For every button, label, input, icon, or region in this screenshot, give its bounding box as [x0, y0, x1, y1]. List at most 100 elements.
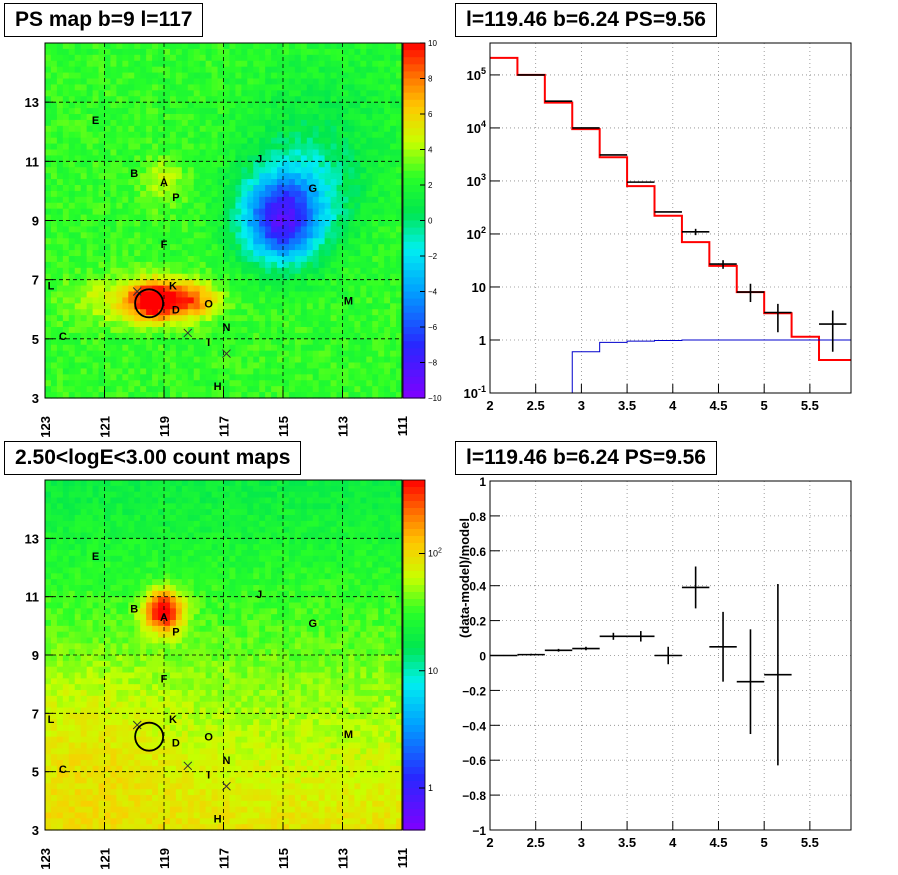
residual-x-tick-label: 5	[761, 835, 768, 850]
ps_map-heatmap	[44, 42, 403, 399]
source-label: P	[172, 627, 179, 639]
residual-x-tick-label: 3.5	[618, 835, 636, 850]
colorbar-tick-label: 4	[428, 146, 433, 155]
map-x-tick-label: 123	[38, 848, 53, 870]
spectrum-x-tick-label: 2.5	[527, 398, 545, 413]
spectrum-x-tick-label: 3.5	[618, 398, 636, 413]
background-curve	[490, 339, 851, 394]
residual-x-tick-label: 2	[486, 835, 493, 850]
ps-map-title: PS map b=9 l=117	[4, 3, 204, 37]
source-label: N	[222, 322, 230, 334]
source-label: M	[344, 295, 353, 307]
spectrum-y-tick-label: 10-1	[464, 384, 486, 401]
source-label: C	[59, 764, 67, 776]
source-cross-marker	[222, 781, 231, 791]
residual-y-tick-label: −0.8	[462, 789, 486, 803]
residual-title: l=119.46 b=6.24 PS=9.56	[455, 441, 717, 475]
map-y-tick-label: 5	[32, 765, 39, 780]
spectrum-x-tick-label: 5.5	[801, 398, 819, 413]
source-label: G	[308, 618, 317, 630]
source-label: I	[207, 770, 210, 782]
map-x-tick-label: 111	[395, 848, 410, 868]
spectrum-x-tick-label: 4	[669, 398, 677, 413]
residual-y-tick-label: −0.4	[462, 719, 486, 733]
colorbar-tick-label: −8	[428, 359, 438, 368]
residual-y-tick-label: −0.2	[462, 684, 486, 698]
colorbar-tick-label: 2	[428, 181, 433, 190]
colorbar-tick-label: −4	[428, 288, 438, 297]
map-x-tick-label: 115	[276, 848, 291, 869]
colorbar-tick-label: 8	[428, 75, 433, 84]
roi-circle	[134, 288, 165, 319]
map-y-tick-label: 7	[32, 706, 39, 721]
map-y-tick-label: 9	[32, 648, 39, 663]
source-label: C	[59, 331, 67, 343]
map-y-tick-label: 9	[32, 214, 39, 229]
source-label: K	[169, 714, 177, 726]
source-label: D	[172, 304, 180, 316]
spectrum-y-tick-label: 102	[467, 225, 486, 242]
source-label: O	[204, 298, 213, 310]
roi-circle	[134, 721, 165, 752]
residual-x-tick-label: 5.5	[801, 835, 819, 850]
residual-y-tick-label: 1	[479, 475, 486, 489]
source-cross-marker	[132, 720, 142, 730]
map-x-tick-label: 117	[217, 848, 232, 869]
map-y-tick-label: 13	[25, 95, 39, 110]
residual-y-tick-label: 0.6	[469, 545, 486, 559]
source-cross-marker	[183, 328, 193, 338]
colorbar-tick-label: −6	[428, 323, 438, 332]
source-label: L	[48, 281, 55, 293]
source-label: A	[160, 612, 168, 624]
spectrum-y-tick-label: 1	[479, 333, 486, 348]
source-cross-marker	[183, 761, 193, 771]
source-label: N	[222, 755, 230, 767]
source-label: P	[172, 192, 179, 204]
residual-x-tick-label: 3	[578, 835, 585, 850]
map-x-tick-label: 119	[157, 848, 172, 869]
map-y-tick-label: 13	[25, 531, 39, 546]
map-y-tick-label: 3	[32, 823, 39, 838]
spectrum-x-tick-label: 3	[578, 398, 585, 413]
spectrum-x-tick-label: 4.5	[709, 398, 727, 413]
colorbar-tick-label: −10	[428, 394, 442, 403]
source-label: I	[207, 337, 210, 349]
spectrum-x-tick-label: 2	[486, 398, 493, 413]
map-x-tick-label: 121	[98, 848, 113, 870]
map-x-tick-label: 119	[157, 416, 172, 437]
source-cross-marker	[222, 349, 231, 358]
residual-x-tick-label: 4	[669, 835, 677, 850]
map-x-tick-label: 123	[38, 416, 53, 438]
source-label: D	[172, 738, 180, 750]
ps_map-colorbar	[402, 42, 426, 399]
residual-y-tick-label: 0.2	[469, 615, 486, 629]
map-y-tick-label: 11	[25, 590, 39, 605]
count_map-heatmap	[44, 479, 403, 831]
colorbar-tick-label: 0	[428, 217, 433, 226]
map-x-tick-label: 115	[276, 416, 291, 437]
source-label: O	[204, 732, 213, 744]
residual-y-axis-label: (data-model)/model	[457, 518, 472, 638]
residual-y-tick-label: −0.6	[462, 754, 486, 768]
residual-y-tick-label: 0.4	[469, 580, 486, 594]
map-y-tick-label: 5	[32, 332, 39, 347]
source-label: G	[308, 183, 317, 195]
map-y-tick-label: 11	[25, 154, 39, 169]
colorbar-tick-label: 10	[428, 666, 438, 676]
colorbar-tick-label: 6	[428, 110, 433, 119]
map-x-tick-label: 117	[217, 416, 232, 437]
source-label: M	[344, 729, 353, 741]
source-label: B	[130, 168, 138, 180]
spectrum-frame	[489, 42, 852, 394]
source-label: J	[256, 589, 262, 601]
count_map-colorbar	[402, 479, 426, 831]
colorbar-tick-label: −2	[428, 252, 438, 261]
residual-y-tick-label: 0	[479, 650, 486, 664]
colorbar-tick-label: 1	[428, 783, 433, 793]
residual-y-tick-label: −1	[472, 824, 486, 838]
map-y-tick-label: 7	[32, 273, 39, 288]
source-label: B	[130, 603, 138, 615]
spectrum-y-tick-label: 105	[467, 66, 486, 83]
source-label: H	[214, 813, 222, 825]
